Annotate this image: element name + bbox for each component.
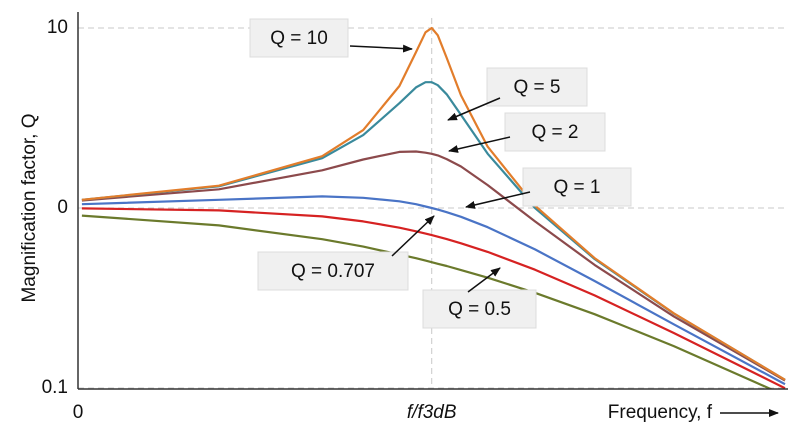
legend-label: Q = 0.5 [448,299,511,320]
legend-label: Q = 0.707 [291,261,375,282]
callout-arrow [349,44,413,53]
series-line [81,207,786,389]
legend-label: Q = 1 [554,177,601,198]
callout-box [257,251,409,291]
legend-label: Q = 5 [514,77,561,98]
series-line [81,195,786,386]
callout-arrow [448,136,511,153]
callout-box [486,67,588,107]
callout-arrow [465,191,531,209]
y-tick-label: 10 [47,17,68,38]
callout-box [522,167,632,207]
callout-box [504,112,606,152]
x-tick-label: 0 [73,402,84,423]
series-line [81,214,774,389]
series-line [81,26,786,381]
callout-arrow [391,215,435,257]
callout-box [249,18,349,58]
callout-box [422,289,537,329]
x-axis-label: Frequency, f [608,402,713,423]
y-tick-label: 0.1 [42,377,68,398]
series-line [81,150,786,382]
y-tick-label: 0 [57,197,68,218]
x-tick-label: f/f3dB [407,402,457,423]
y-axis-label: Magnification factor, Q [19,113,40,302]
callout-arrow [447,97,501,121]
series-line [81,81,786,381]
callout-arrow [467,267,501,293]
legend-label: Q = 2 [532,122,579,143]
legend-label: Q = 10 [270,28,328,49]
